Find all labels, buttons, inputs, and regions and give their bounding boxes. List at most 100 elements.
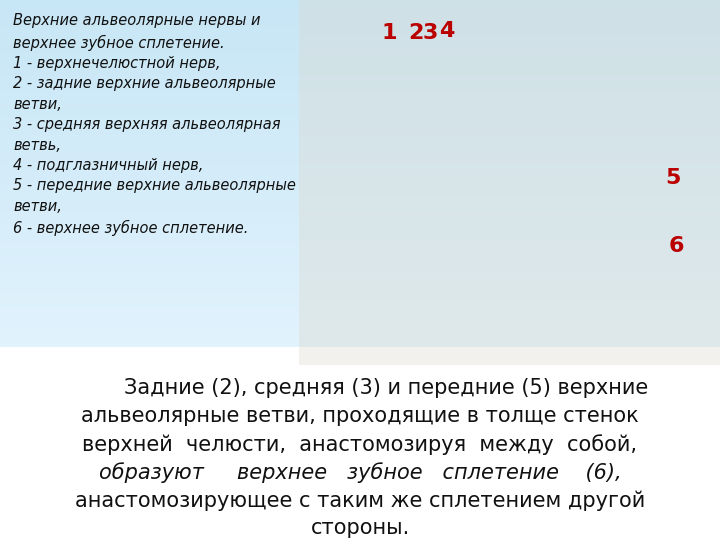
Bar: [0, 518, 720, 520]
Bar: [0, 525, 720, 528]
Bar: [0, 420, 720, 421]
Text: образуют     верхнее   зубное   сплетение    (6),: образуют верхнее зубное сплетение (6),: [99, 462, 621, 483]
Bar: [0, 324, 720, 326]
Bar: [0, 385, 720, 387]
Bar: [0, 428, 720, 430]
Bar: [0, 389, 720, 390]
Bar: [0, 61, 720, 63]
Bar: [0, 50, 720, 52]
Bar: [0, 153, 720, 155]
Bar: [0, 268, 720, 270]
Bar: [0, 295, 720, 297]
Bar: [0, 450, 720, 452]
Bar: [0, 282, 720, 285]
Bar: [0, 76, 720, 77]
Bar: [0, 263, 720, 265]
Bar: [0, 201, 720, 204]
Bar: [0, 133, 720, 135]
Bar: [0, 119, 720, 120]
Bar: [0, 326, 720, 328]
Bar: [0, 182, 720, 184]
Bar: [0, 191, 720, 193]
Bar: [0, 16, 720, 18]
Bar: [0, 77, 720, 79]
Bar: [0, 524, 720, 525]
Bar: [0, 416, 720, 417]
Bar: [0, 447, 720, 448]
Bar: [0, 258, 720, 259]
Bar: [0, 508, 720, 509]
Bar: [0, 228, 720, 231]
Bar: [0, 20, 720, 22]
Bar: [0, 430, 720, 432]
Bar: [0, 409, 720, 410]
Bar: [0, 63, 720, 65]
Bar: [0, 270, 720, 272]
Bar: [0, 436, 720, 437]
Bar: [0, 398, 720, 400]
Bar: [0, 466, 720, 468]
Bar: [0, 131, 720, 133]
Bar: [0, 335, 720, 336]
Bar: [0, 369, 720, 371]
Bar: [0, 304, 720, 306]
Bar: [0, 90, 720, 92]
Bar: [0, 56, 720, 58]
Bar: [0, 209, 720, 211]
Bar: [0, 477, 720, 479]
Bar: [0, 455, 720, 457]
Text: 4: 4: [438, 21, 454, 41]
Bar: [0, 187, 720, 189]
Bar: [0, 417, 720, 420]
Bar: [0, 22, 720, 23]
Bar: [0, 88, 720, 90]
Bar: [0, 444, 720, 447]
Bar: [0, 193, 720, 194]
Bar: [0, 117, 720, 119]
Bar: [0, 302, 720, 304]
Bar: [0, 103, 720, 104]
Bar: [0, 43, 720, 45]
Bar: [0, 394, 720, 396]
Bar: [0, 166, 720, 167]
Bar: [0, 45, 720, 47]
Bar: [0, 255, 720, 258]
Bar: [0, 247, 720, 248]
Bar: [0, 502, 720, 504]
Bar: [0, 425, 720, 427]
Bar: [0, 7, 720, 9]
Bar: [0, 164, 720, 166]
Bar: [0, 227, 720, 228]
Bar: [0, 239, 720, 241]
Bar: [0, 475, 720, 477]
Bar: [0, 42, 720, 43]
Bar: [0, 410, 720, 412]
Text: верхней  челюсти,  анастомозируя  между  собой,: верхней челюсти, анастомозируя между соб…: [83, 434, 637, 455]
Bar: [0, 146, 720, 147]
Bar: [0, 306, 720, 308]
Bar: [0, 439, 720, 441]
Bar: [0, 470, 720, 471]
Bar: [0, 522, 720, 524]
Bar: [0, 112, 720, 113]
Bar: [0, 403, 720, 405]
Bar: [0, 234, 720, 236]
Bar: [0, 211, 720, 212]
Bar: [0, 535, 720, 536]
Bar: [0, 174, 720, 177]
Bar: [0, 32, 720, 34]
Bar: [0, 356, 720, 358]
Bar: [0, 92, 720, 93]
Bar: [0, 443, 720, 444]
Bar: [0, 245, 720, 247]
Bar: [0, 366, 720, 367]
Bar: [0, 285, 720, 286]
Bar: [0, 232, 720, 234]
Bar: [0, 110, 720, 112]
Bar: [0, 293, 720, 295]
Bar: [0, 407, 720, 409]
Bar: [0, 363, 720, 366]
Bar: [0, 223, 720, 225]
Bar: [0, 126, 720, 128]
Bar: [0, 18, 720, 20]
